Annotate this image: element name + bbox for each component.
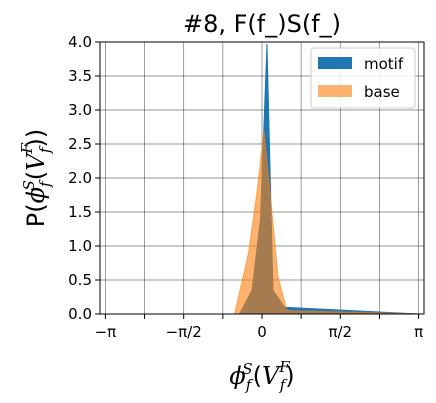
legend-swatch-motif — [318, 57, 352, 69]
y-axis: 0.0 0.5 1.0 1.5 2.0 2.5 3.0 3.5 4.0 — [68, 33, 100, 323]
legend: motif base — [310, 47, 416, 109]
x-axis-label: ϕfS(VF f) — [229, 358, 294, 394]
chart-title: #8, F(f_)S(f_) — [183, 10, 341, 38]
x-tick-label: π/2 — [328, 323, 352, 341]
legend-label-base: base — [364, 83, 400, 101]
y-tick-label: 1.0 — [68, 237, 92, 255]
y-tick-label: 4.0 — [68, 33, 92, 51]
series-areas — [105, 44, 419, 315]
x-tick-label: −π — [95, 323, 117, 341]
x-axis: −π −π/2 0 π/2 π — [95, 314, 423, 341]
y-tick-label: 2.5 — [68, 135, 92, 153]
legend-label-motif: motif — [364, 55, 404, 73]
y-tick-label: 2.0 — [68, 169, 92, 187]
series-area-base — [105, 130, 419, 315]
x-tick-label: 0 — [257, 323, 267, 341]
y-tick-label: 0.0 — [68, 305, 92, 323]
x-tick-label: π — [414, 323, 423, 341]
legend-swatch-base — [318, 85, 352, 97]
y-tick-label: 3.0 — [68, 101, 92, 119]
y-tick-label: 1.5 — [68, 203, 92, 221]
y-axis-label: P(ϕfS(VFf)) — [18, 129, 54, 227]
y-tick-label: 3.5 — [68, 67, 92, 85]
y-tick-label: 0.5 — [68, 271, 92, 289]
x-tick-label: −π/2 — [166, 323, 202, 341]
